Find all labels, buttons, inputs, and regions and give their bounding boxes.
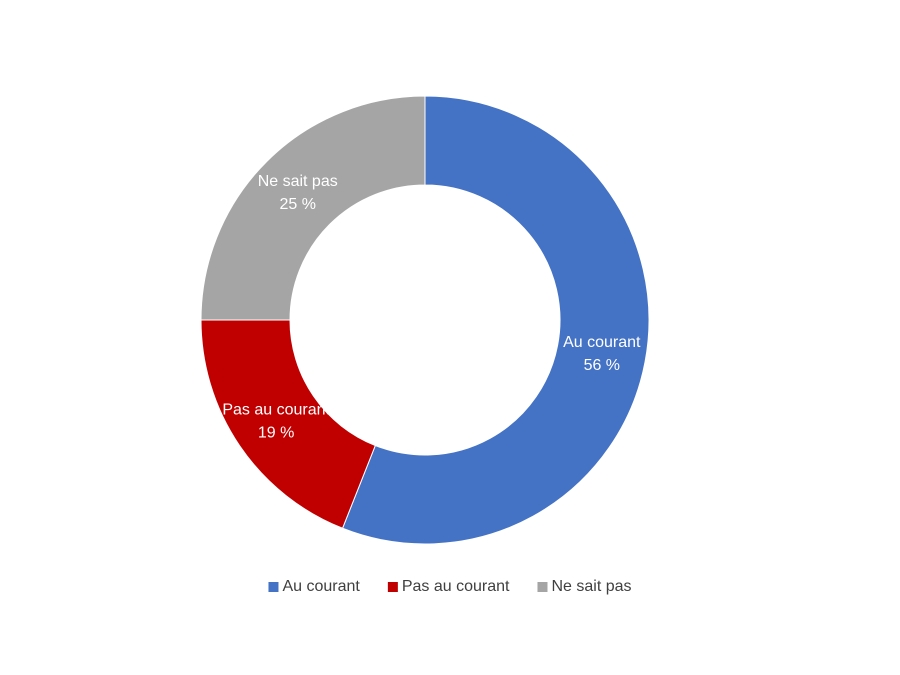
donut-segment — [200, 319, 376, 529]
legend-swatch — [268, 582, 279, 592]
data-label-value: 56 % — [584, 357, 620, 374]
legend-swatch — [537, 582, 548, 592]
data-label-value: 25 % — [279, 196, 315, 213]
data-label-category: Au courant — [563, 334, 641, 351]
legend-label: Ne sait pas — [551, 578, 631, 595]
data-label-value: 19 % — [258, 424, 294, 441]
legend-label: Pas au courant — [402, 578, 510, 595]
donut-segment — [200, 95, 426, 321]
data-label-category: Ne sait pas — [258, 173, 338, 190]
legend-label: Au courant — [282, 578, 360, 595]
data-label-category: Pas au courant — [222, 401, 330, 418]
legend-swatch — [387, 582, 398, 592]
donut-segment — [341, 95, 650, 545]
